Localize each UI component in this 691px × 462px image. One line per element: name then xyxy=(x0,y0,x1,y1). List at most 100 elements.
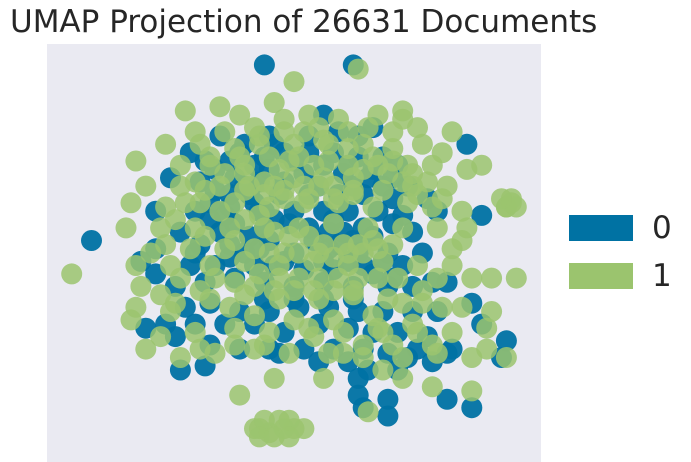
point-series-1-161 xyxy=(337,242,359,264)
chart-title: UMAP Projection of 26631 Documents xyxy=(10,4,598,40)
point-series-1-16 xyxy=(337,121,359,143)
point-series-1-106 xyxy=(441,321,463,343)
legend: 0 1 xyxy=(566,210,676,306)
point-series-1-112 xyxy=(278,342,300,364)
point-series-1-29 xyxy=(411,133,433,155)
point-series-0-124 xyxy=(347,367,369,389)
point-series-1-107 xyxy=(476,317,498,339)
point-series-1-245 xyxy=(150,284,172,306)
point-series-1-131 xyxy=(421,334,443,356)
point-series-1-249 xyxy=(431,296,453,318)
point-series-1-120 xyxy=(372,359,394,381)
point-series-1-185 xyxy=(318,150,340,172)
point-series-0-131 xyxy=(471,204,493,226)
point-series-1-127 xyxy=(263,367,285,389)
point-series-1-233 xyxy=(248,125,270,147)
point-series-1-171 xyxy=(367,267,389,289)
point-series-1-207 xyxy=(451,230,473,251)
point-series-1-75 xyxy=(61,263,83,285)
point-series-1-17 xyxy=(357,117,379,139)
point-series-1-188 xyxy=(229,146,251,168)
point-series-1-40 xyxy=(421,154,443,176)
legend-swatch-1 xyxy=(569,263,633,289)
point-series-1-126 xyxy=(229,384,251,406)
point-series-1-202 xyxy=(362,305,384,327)
point-series-1-197 xyxy=(189,280,211,302)
point-series-1-122 xyxy=(421,376,443,398)
point-series-1-248 xyxy=(461,267,483,289)
point-series-1-228 xyxy=(491,188,512,210)
point-series-1-230 xyxy=(313,129,335,151)
point-series-1-42 xyxy=(135,175,157,197)
point-series-1-222 xyxy=(278,409,300,431)
point-series-1-72 xyxy=(392,217,414,239)
point-series-1-64 xyxy=(115,217,137,239)
point-series-1-251 xyxy=(382,334,404,356)
point-series-0-60 xyxy=(81,230,102,251)
point-series-1-52 xyxy=(120,192,142,214)
point-series-1-143 xyxy=(342,184,364,205)
point-series-1-109 xyxy=(169,347,191,368)
point-series-1-132 xyxy=(476,338,498,360)
point-series-1-203 xyxy=(392,292,414,314)
point-series-1-237 xyxy=(416,171,438,193)
point-series-1-59 xyxy=(362,196,384,218)
point-series-1-20 xyxy=(441,121,463,143)
point-series-1-192 xyxy=(164,209,186,231)
point-series-1-5 xyxy=(229,104,251,126)
point-series-1-189 xyxy=(199,146,221,168)
series-1-points xyxy=(61,58,527,448)
point-series-1-164 xyxy=(382,234,404,256)
point-series-1-252 xyxy=(352,334,374,356)
point-series-1-214 xyxy=(263,175,285,197)
point-series-1-2 xyxy=(209,96,231,118)
legend-label-1: 1 xyxy=(652,258,672,294)
point-series-1-177 xyxy=(263,280,285,302)
point-series-1-18 xyxy=(382,121,404,143)
point-series-1-96 xyxy=(451,296,473,318)
point-series-1-194 xyxy=(194,225,216,247)
point-series-1-174 xyxy=(303,280,325,302)
point-series-1-196 xyxy=(169,267,191,289)
point-series-1-145 xyxy=(248,204,270,226)
point-series-1-137 xyxy=(392,100,414,122)
point-series-1-199 xyxy=(244,305,265,327)
point-series-1-201 xyxy=(323,309,344,331)
point-series-0-126 xyxy=(377,388,399,410)
point-series-1-187 xyxy=(258,146,280,168)
point-series-1-119 xyxy=(332,342,354,364)
point-series-1-242 xyxy=(140,242,162,264)
point-series-0-156 xyxy=(436,388,458,410)
point-series-1-175 xyxy=(323,280,344,302)
point-series-1-138 xyxy=(234,163,256,185)
point-series-1-205 xyxy=(426,267,448,289)
point-series-1-97 xyxy=(505,267,527,289)
point-series-1-243 xyxy=(130,275,152,297)
point-series-0-0 xyxy=(253,54,275,76)
point-series-1-234 xyxy=(362,146,384,168)
point-series-0-127 xyxy=(377,405,399,427)
point-series-1-113 xyxy=(318,342,340,364)
point-series-1-156 xyxy=(258,242,280,264)
point-series-1-21 xyxy=(155,133,177,155)
point-series-1-70 xyxy=(323,213,344,235)
point-series-1-86 xyxy=(481,267,503,289)
point-series-1-193 xyxy=(209,200,231,222)
point-series-1-136 xyxy=(471,154,493,176)
point-series-1-129 xyxy=(357,401,379,423)
point-series-1-31 xyxy=(125,150,147,172)
point-series-1-198 xyxy=(219,296,241,318)
point-series-1-123 xyxy=(461,380,483,402)
point-series-1-204 xyxy=(411,280,433,302)
point-series-1-229 xyxy=(337,138,359,159)
point-series-1-130 xyxy=(392,367,414,389)
point-series-1-73 xyxy=(426,217,448,239)
point-series-1-128 xyxy=(313,367,335,389)
point-series-0-132 xyxy=(456,133,478,155)
point-series-1-100 xyxy=(224,317,246,339)
point-series-1-118 xyxy=(303,326,325,348)
point-series-1-32 xyxy=(169,154,191,176)
point-series-1-1 xyxy=(283,71,305,93)
point-series-1-99 xyxy=(184,321,206,343)
point-series-1-3 xyxy=(263,92,285,113)
